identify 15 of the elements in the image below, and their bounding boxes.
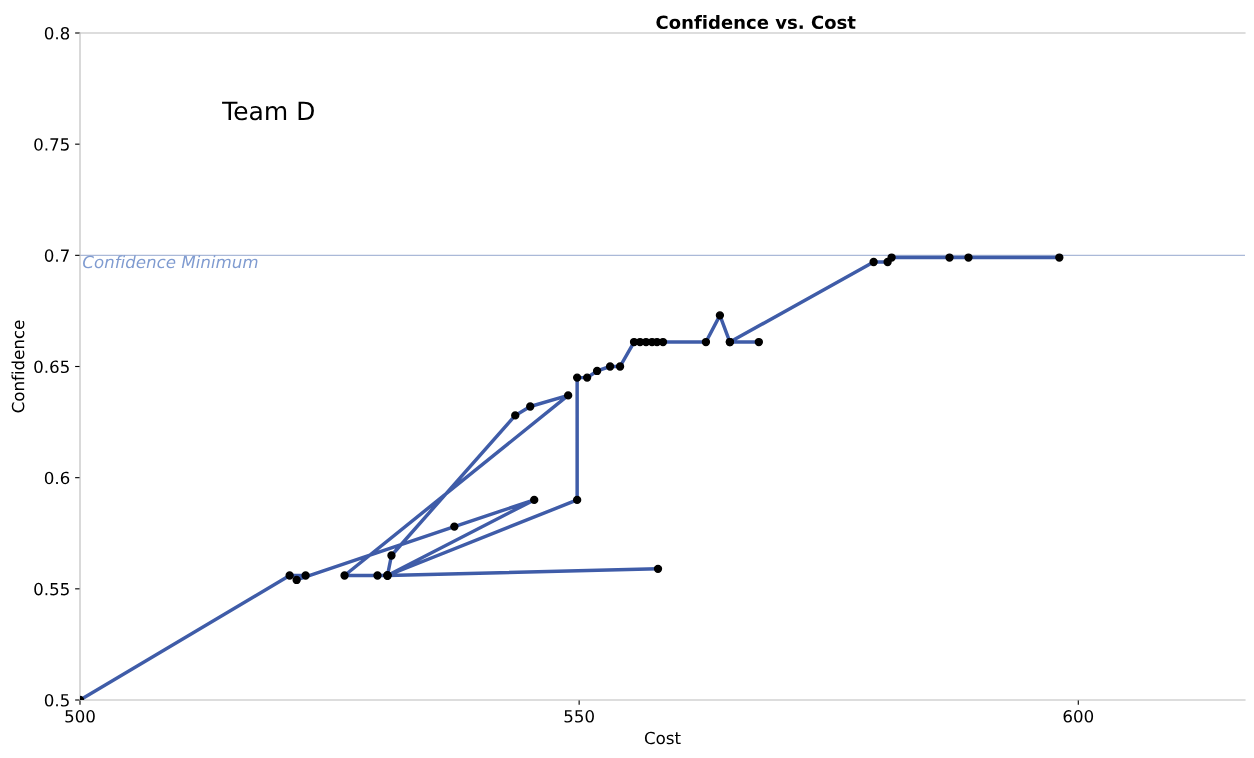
y-axis-title: Confidence <box>11 320 25 413</box>
y-tick-label: 0.65 <box>34 360 69 374</box>
y-tick-label: 0.55 <box>34 582 69 596</box>
ref-line-label: Confidence Minimum <box>83 255 258 269</box>
y-tick-label: 0.7 <box>44 249 69 262</box>
y-tick-label: 0.8 <box>44 26 70 40</box>
y-tick-label: 0.75 <box>34 138 69 151</box>
x-tick-label: 550 <box>564 710 594 723</box>
x-tick-label: 600 <box>1063 710 1094 723</box>
x-axis-title: Cost <box>644 731 681 745</box>
x-tick-label: 500 <box>65 710 95 723</box>
chart-title: Confidence vs. Cost <box>656 15 856 30</box>
y-tick-label: 0.5 <box>44 693 69 707</box>
annotation: Team D <box>222 101 314 121</box>
y-tick-label: 0.6 <box>44 471 70 485</box>
